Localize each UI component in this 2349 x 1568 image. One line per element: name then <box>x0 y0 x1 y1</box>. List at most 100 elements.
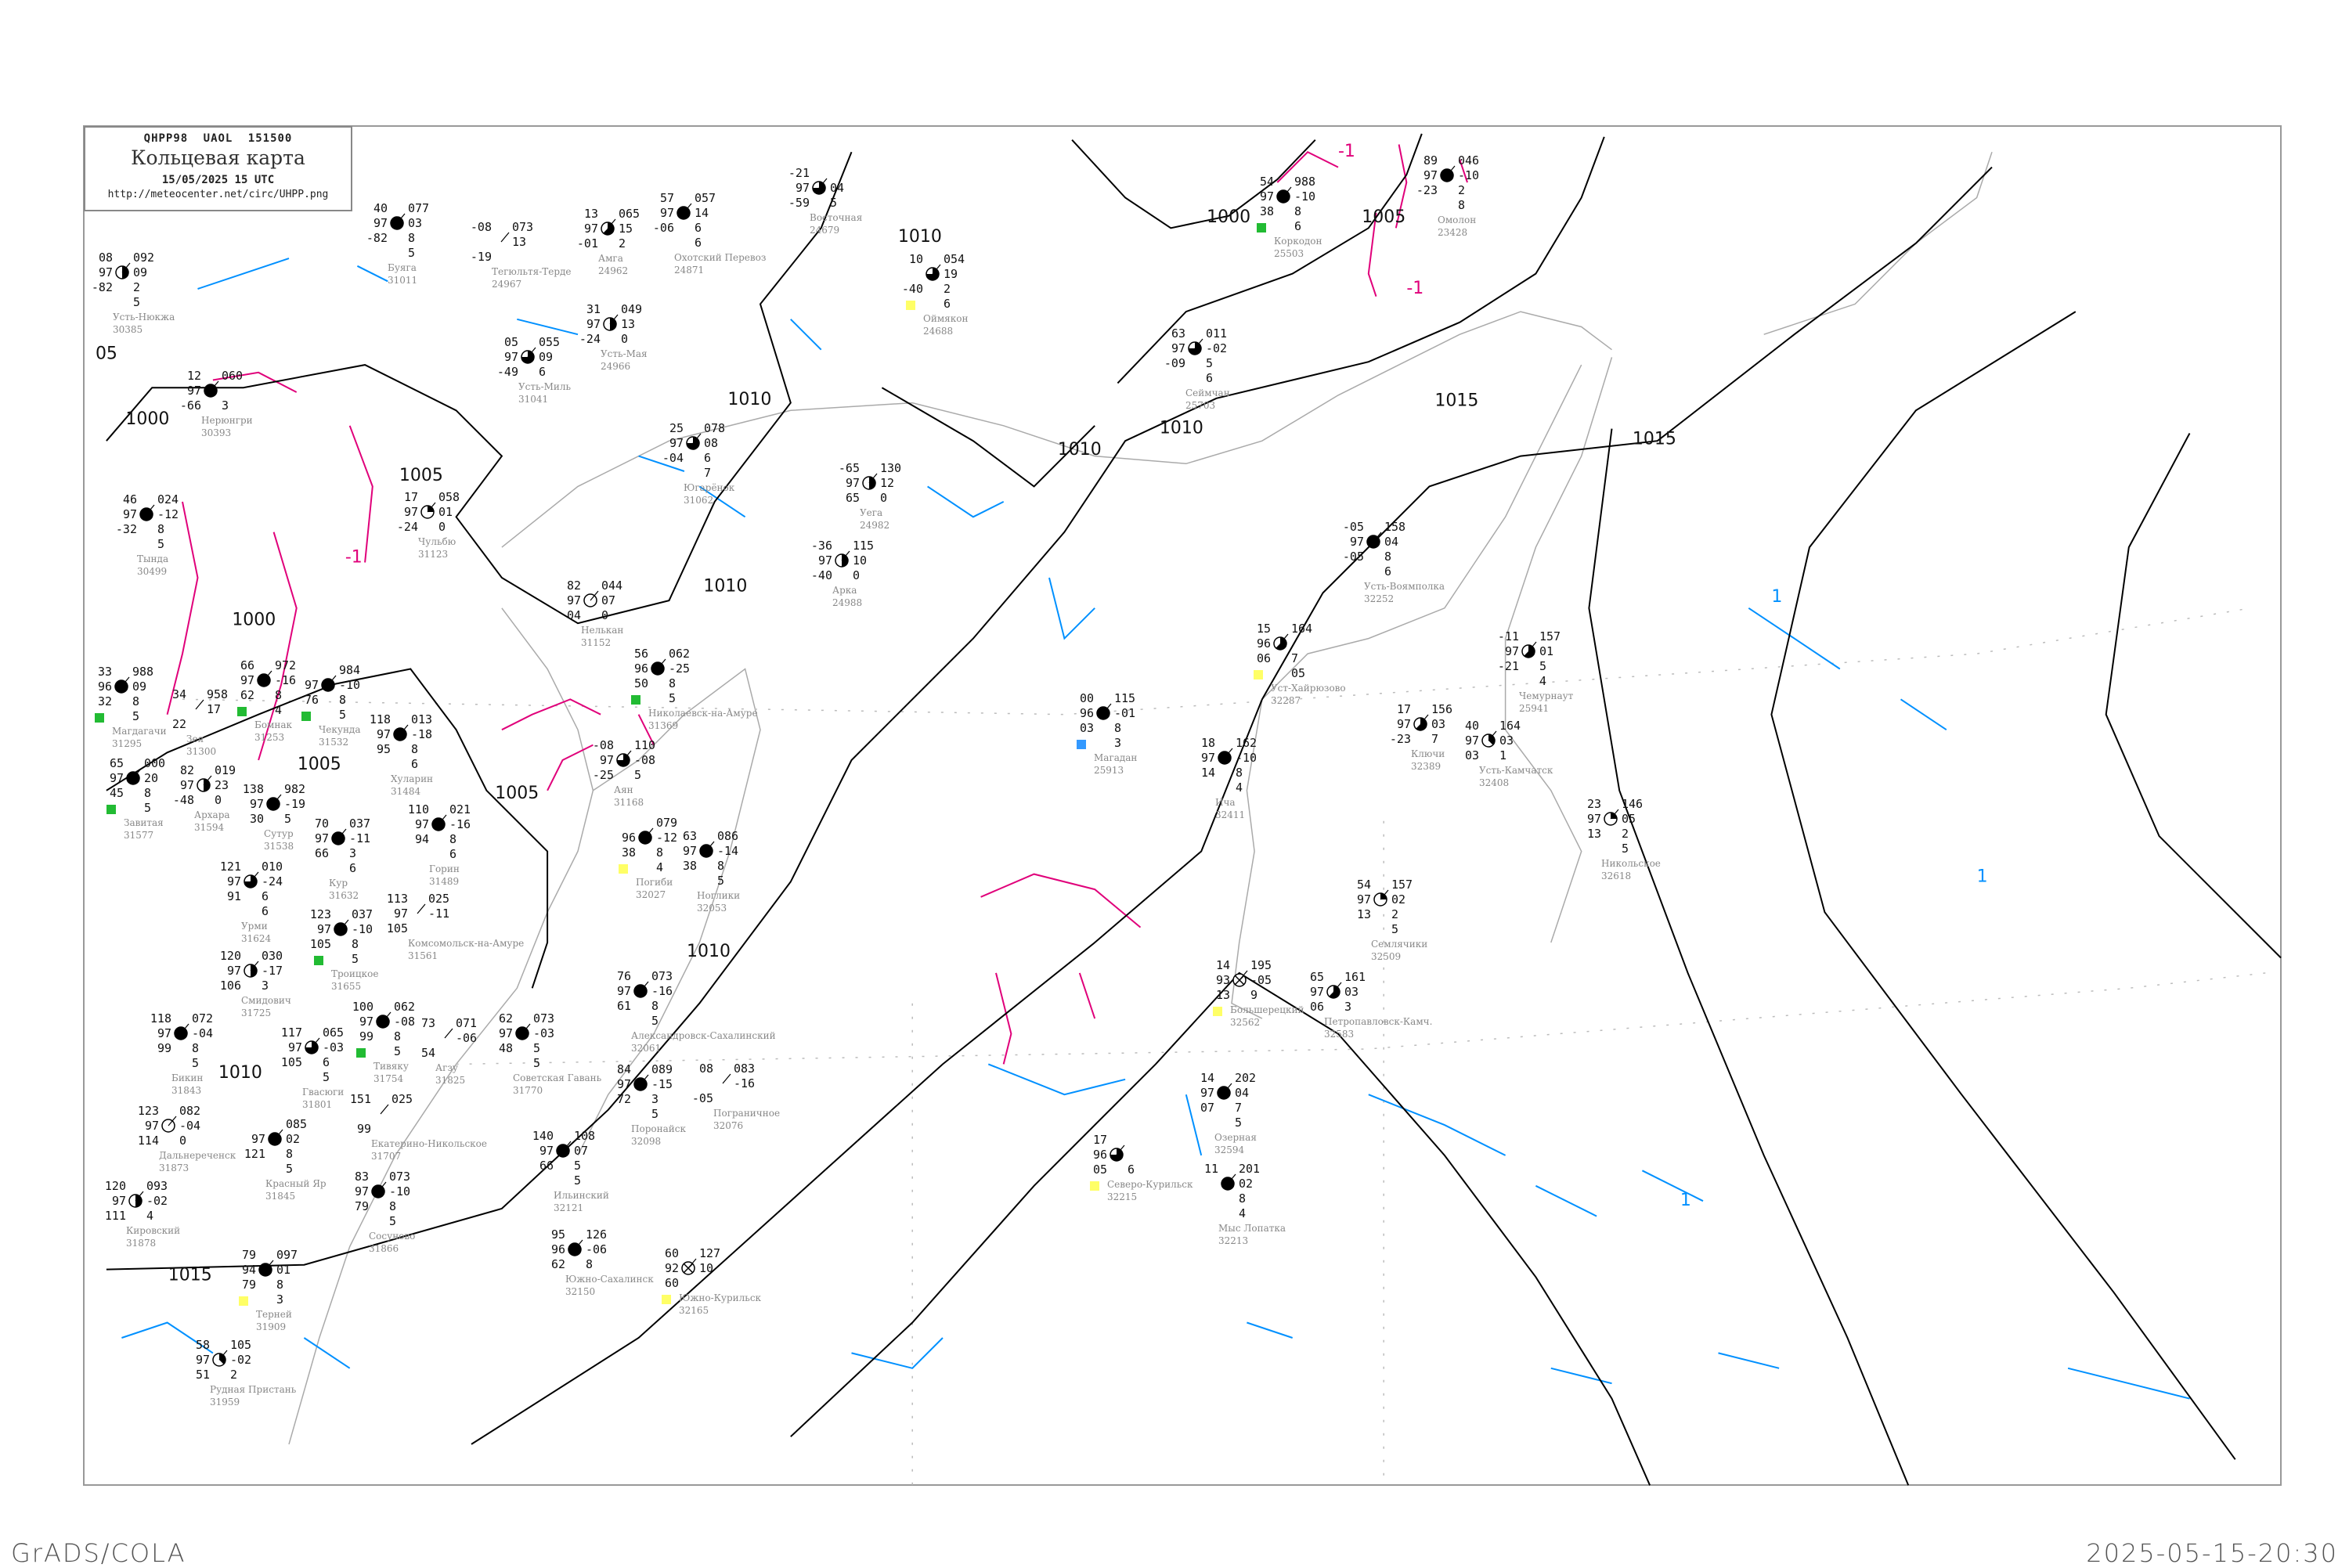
station-name: Зея <box>186 734 204 744</box>
station-name: Хуларин <box>391 773 433 784</box>
station-name: Северо-Курильск <box>1107 1179 1193 1190</box>
station-vv: 97 <box>617 1077 631 1091</box>
station-plot[interactable]: 151 99 025 Екатерино-Никольское 31707 <box>350 1092 487 1162</box>
wind-barb-icon <box>1446 165 1456 176</box>
station-vv: 97 <box>683 844 697 858</box>
station-id: 30499 <box>137 566 167 577</box>
station-vv: 97 <box>1171 341 1185 355</box>
station-id: 32076 <box>713 1120 743 1131</box>
station-vv: 97 <box>157 1026 171 1040</box>
station-name: Большерецкий <box>1230 1004 1304 1015</box>
wind-barb-icon <box>327 675 337 686</box>
station-extra: 6 <box>1206 371 1213 385</box>
station-extra: 5 <box>1206 356 1213 370</box>
station-extra: 8 <box>132 694 139 708</box>
station-p: 156 <box>1431 702 1452 716</box>
station-t: 15 <box>1257 622 1271 636</box>
station-extra: 5 <box>634 768 641 782</box>
station-t: 58 <box>196 1338 210 1352</box>
wind-barb-icon <box>377 1181 387 1192</box>
station-td: 105 <box>310 937 331 951</box>
station-id: 25503 <box>1274 248 1304 259</box>
station-t: 25 <box>669 421 684 435</box>
isotherm-label: 1 <box>1977 867 1988 886</box>
wind-barb-icon <box>1283 186 1292 197</box>
station-plot[interactable]: 73 54 071-06 Агзу 31825 <box>421 1016 477 1086</box>
isotherm-minus <box>1367 212 1377 297</box>
station-td: -40 <box>811 568 832 582</box>
station-vv: 97 <box>373 216 388 230</box>
station-p: 071 <box>456 1016 477 1030</box>
station-t: 17 <box>1093 1133 1107 1147</box>
source-url[interactable]: http://meteocenter.net/circ/UHPP.png <box>107 189 329 200</box>
